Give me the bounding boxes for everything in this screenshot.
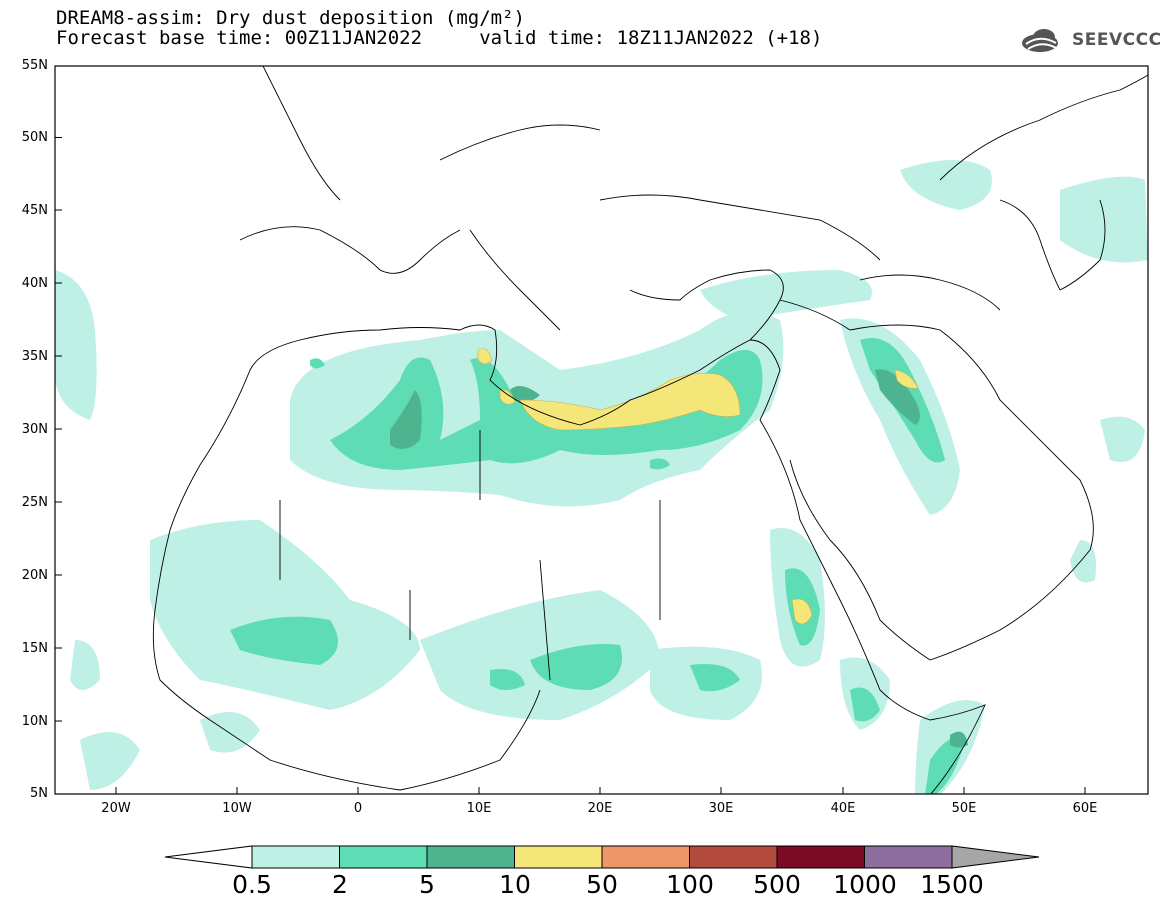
lat-tick-label: 25N	[21, 495, 48, 510]
lat-tick-label: 30N	[21, 422, 48, 437]
colorbar-label: 2	[332, 870, 348, 899]
colorbar-segment	[251, 845, 340, 869]
lon-tick-label: 20E	[587, 801, 613, 816]
colorbar-under-arrow	[164, 845, 253, 869]
cloud-icon	[1022, 29, 1058, 52]
lon-tick-label: 50E	[951, 801, 977, 816]
colorbar-segment	[426, 845, 515, 869]
colorbar-label: 100	[666, 870, 714, 899]
lon-tick-label: 30E	[708, 801, 734, 816]
colorbar-label: 5	[419, 870, 435, 899]
lat-tick-label: 20N	[21, 568, 48, 583]
lat-tick-label: 50N	[21, 130, 48, 145]
logo-text: SEEVCCC	[1072, 30, 1162, 50]
lon-tick-label: 60E	[1072, 801, 1098, 816]
title-line-1: DREAM8-assim: Dry dust deposition (mg/m²…	[56, 7, 525, 29]
lat-tick-label: 45N	[21, 203, 48, 218]
dust-shading-light	[55, 160, 1148, 794]
lat-tick-label: 15N	[21, 641, 48, 656]
colorbar-label: 50	[586, 870, 618, 899]
lon-tick-label: 0	[353, 801, 363, 816]
colorbar-over-arrow	[951, 845, 1040, 869]
lon-tick-label: 10W	[222, 801, 252, 816]
colorbar-segment	[601, 845, 690, 869]
lat-tick-label: 40N	[21, 276, 48, 291]
colorbar-segment	[689, 845, 778, 869]
lat-tick-label: 5N	[30, 786, 48, 801]
colorbar-segment	[339, 845, 428, 869]
colorbar-segment	[864, 845, 953, 869]
plot-frame	[54, 65, 1149, 795]
lon-tick-label: 20W	[101, 801, 131, 816]
grid-ticks	[55, 137, 1086, 794]
lon-tick-label: 10E	[466, 801, 492, 816]
lat-tick-label: 55N	[21, 58, 48, 73]
title-line-2: Forecast base time: 00Z11JAN2022 valid t…	[56, 27, 823, 49]
colorbar-label: 500	[753, 870, 801, 899]
lon-tick-label: 40E	[830, 801, 856, 816]
colorbar-label: 1000	[833, 870, 897, 899]
land-outlines	[152, 66, 1148, 794]
colorbar-segment	[776, 845, 865, 869]
colorbar-label: 0.5	[232, 870, 272, 899]
dust-shading-dark	[390, 369, 968, 748]
dust-shading-yellow	[477, 348, 919, 625]
lat-tick-label: 10N	[21, 714, 48, 729]
colorbar	[164, 845, 1040, 869]
colorbar-label: 1500	[920, 870, 984, 899]
colorbar-label: 10	[499, 870, 531, 899]
colorbar-segment	[514, 845, 603, 869]
lat-tick-label: 35N	[21, 349, 48, 364]
